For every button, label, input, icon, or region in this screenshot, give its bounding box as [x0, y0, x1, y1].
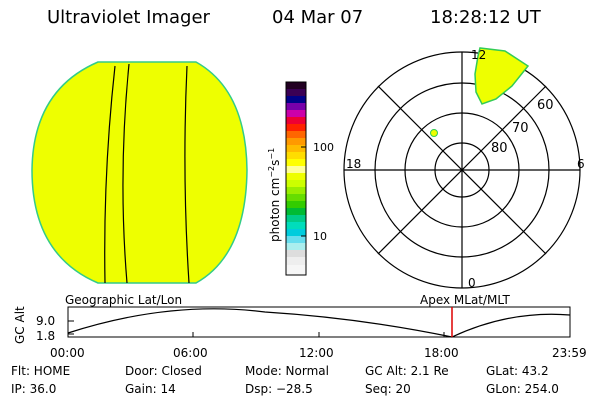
- date-label: 04 Mar 07: [272, 7, 364, 28]
- mlt-label-0: 0: [468, 276, 476, 290]
- mlt-label-12: 12: [471, 48, 486, 62]
- ip-readout: IP: 36.0: [11, 382, 57, 396]
- gc-alt-readout: GC Alt: 2.1 Re: [365, 364, 449, 378]
- filter-readout: Flt: HOME: [11, 364, 71, 378]
- colorbar-unit-label: photon cm−2s−1: [267, 148, 282, 242]
- auroral-oval-patch: [474, 47, 530, 105]
- disk-shape: [31, 61, 248, 284]
- lat-label-80: 80: [491, 141, 508, 156]
- x-tick-1800: 18:00: [424, 346, 459, 360]
- glat-readout: GLat: 43.2: [486, 364, 549, 378]
- axis-diag-2: [377, 85, 547, 255]
- mode-readout: Mode: Normal: [245, 364, 329, 378]
- earth-disk: [31, 61, 248, 284]
- door-readout: Door: Closed: [125, 364, 202, 378]
- meridian-line: [184, 65, 190, 284]
- altitude-timeline: Geographic Lat/Lon Apex MLat/MLT 9.0 1.8…: [13, 293, 587, 360]
- x-tick-0600: 06:00: [173, 346, 208, 360]
- x-tick-2359: 23:59: [552, 346, 587, 360]
- mlt-label-18: 18: [346, 157, 361, 171]
- timeline-axis-label: GC Alt: [13, 306, 27, 344]
- y-tick-high: 9.0: [36, 314, 55, 328]
- timeline-right-label: Apex MLat/MLT: [420, 293, 510, 307]
- time-label: 18:28:12 UT: [430, 7, 541, 28]
- polar-mlt-plot: 12 18 6 0 60 70 80: [343, 47, 585, 290]
- altitude-curve: [67, 308, 571, 338]
- timeline-left-label: Geographic Lat/Lon: [65, 293, 182, 307]
- instrument-title: Ultraviolet Imager: [47, 7, 210, 28]
- x-tick-1200: 12:00: [299, 346, 334, 360]
- meridian-line: [122, 63, 130, 284]
- lat-label-60: 60: [537, 98, 554, 113]
- x-tick-0000: 00:00: [50, 346, 85, 360]
- y-tick-low: 1.8: [36, 329, 55, 343]
- color-scale-bar: 100 10 photon cm−2s−1: [267, 81, 334, 276]
- seq-readout: Seq: 20: [365, 382, 411, 396]
- mlt-label-6: 6: [577, 157, 585, 171]
- glon-readout: GLon: 254.0: [486, 382, 559, 396]
- meridian-line: [104, 65, 116, 284]
- colorbar-tick-10: 10: [313, 230, 327, 243]
- dsp-readout: Dsp: −28.5: [245, 382, 313, 396]
- lat-label-70: 70: [512, 121, 529, 136]
- gain-readout: Gain: 14: [125, 382, 176, 396]
- auroral-spot: [430, 129, 438, 137]
- colorbar-tick-100: 100: [313, 141, 334, 154]
